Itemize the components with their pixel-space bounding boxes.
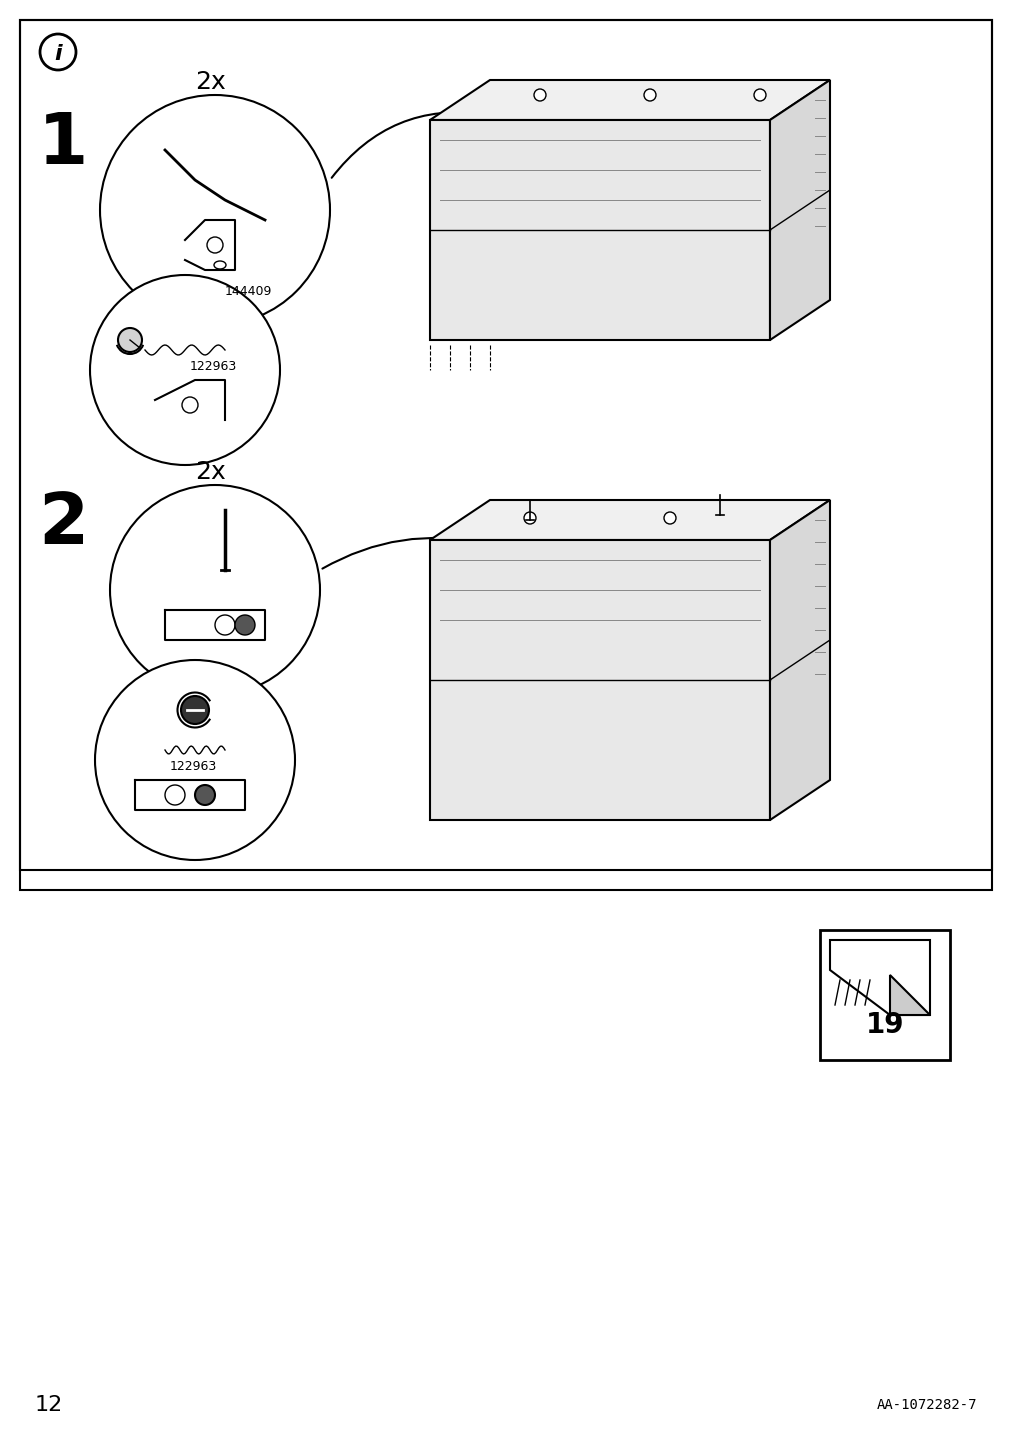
Circle shape — [165, 785, 185, 805]
Bar — [819, 929, 949, 1060]
Text: 2x: 2x — [195, 70, 225, 95]
Polygon shape — [430, 500, 829, 540]
Bar — [20, 20, 991, 891]
Polygon shape — [430, 120, 769, 339]
Circle shape — [235, 614, 255, 634]
FancyArrowPatch shape — [323, 538, 484, 569]
Circle shape — [110, 485, 319, 695]
Circle shape — [95, 660, 295, 861]
Text: 2x: 2x — [195, 460, 225, 484]
Text: 12: 12 — [35, 1395, 63, 1415]
Circle shape — [182, 397, 198, 412]
Text: 2: 2 — [38, 490, 88, 558]
Polygon shape — [829, 939, 929, 1015]
Circle shape — [524, 513, 536, 524]
Text: 122963: 122963 — [170, 760, 217, 773]
Circle shape — [100, 95, 330, 325]
Circle shape — [207, 238, 222, 253]
Text: 1: 1 — [38, 110, 88, 179]
Circle shape — [118, 328, 142, 352]
Circle shape — [195, 785, 214, 805]
Circle shape — [214, 614, 235, 634]
Polygon shape — [769, 80, 829, 339]
Text: AA-1072282-7: AA-1072282-7 — [876, 1398, 976, 1412]
Circle shape — [534, 89, 546, 102]
Circle shape — [181, 696, 209, 725]
Polygon shape — [889, 975, 929, 1015]
Circle shape — [40, 34, 76, 70]
Polygon shape — [769, 500, 829, 821]
Text: i: i — [55, 44, 62, 64]
Polygon shape — [430, 540, 769, 821]
Polygon shape — [430, 80, 829, 120]
Text: 144409: 144409 — [224, 285, 272, 298]
Ellipse shape — [213, 261, 225, 269]
Text: 122963: 122963 — [190, 359, 237, 372]
Bar — [20, 20, 991, 871]
Circle shape — [90, 275, 280, 465]
Circle shape — [643, 89, 655, 102]
FancyArrowPatch shape — [332, 109, 484, 178]
Text: 19: 19 — [864, 1011, 904, 1040]
Circle shape — [753, 89, 765, 102]
Circle shape — [663, 513, 675, 524]
